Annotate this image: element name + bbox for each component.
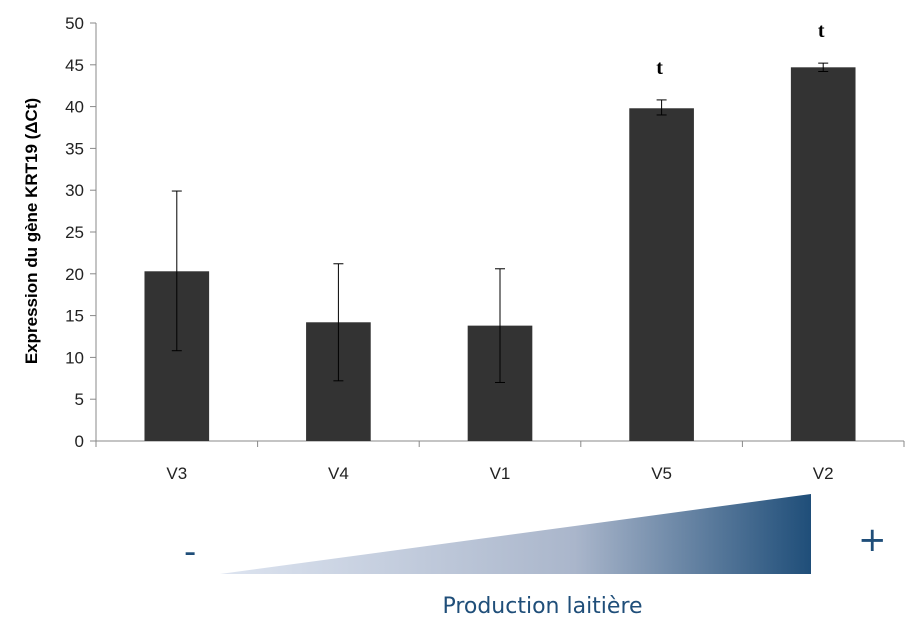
x-tick-label: V4 xyxy=(328,464,349,483)
y-tick-label: 10 xyxy=(65,348,84,367)
significance-annotations: tt xyxy=(656,20,825,79)
x-tick-label: V2 xyxy=(813,464,834,483)
y-tick-label: 5 xyxy=(75,390,84,409)
y-tick-label: 0 xyxy=(75,432,84,451)
significance-label: t xyxy=(818,20,825,42)
y-axis: 0 5 10 15 20 25 30 35 40 45 50 xyxy=(65,14,97,451)
x-tick-label: V1 xyxy=(490,464,511,483)
y-tick-label: 40 xyxy=(65,98,84,117)
y-tick-label: 15 xyxy=(65,307,84,326)
production-gradient-wedge xyxy=(220,494,811,574)
y-tick-label: 35 xyxy=(65,139,84,158)
bar-v2 xyxy=(790,67,856,442)
error-bar-v1 xyxy=(495,268,505,383)
production-label-text: Production laitière xyxy=(442,594,643,619)
x-axis: V3 V4 V1 V5 V2 xyxy=(95,440,905,483)
x-tick-label: V5 xyxy=(651,464,672,483)
significance-label: t xyxy=(656,57,663,79)
error-bar-v2 xyxy=(818,62,829,72)
production-label: Production laitière xyxy=(0,594,907,619)
error-bars xyxy=(171,62,829,383)
high-sign: + xyxy=(858,520,887,560)
bar-v5 xyxy=(629,108,694,441)
y-axis-title: Expression du gène KRT19 (ΔCt) xyxy=(22,98,41,364)
error-bar-v4 xyxy=(333,263,344,382)
error-bar-v5 xyxy=(656,99,667,116)
x-tick-label: V3 xyxy=(166,464,187,483)
y-tick-label: 50 xyxy=(65,14,84,33)
gradient-triangle xyxy=(220,494,811,574)
y-tick-label: 30 xyxy=(65,181,84,200)
y-tick-label: 45 xyxy=(65,56,84,75)
y-tick-label: 20 xyxy=(65,265,84,284)
low-sign: - xyxy=(184,532,197,572)
bars xyxy=(144,67,856,442)
y-tick-label: 25 xyxy=(65,223,84,242)
error-bar-v3 xyxy=(171,190,182,352)
